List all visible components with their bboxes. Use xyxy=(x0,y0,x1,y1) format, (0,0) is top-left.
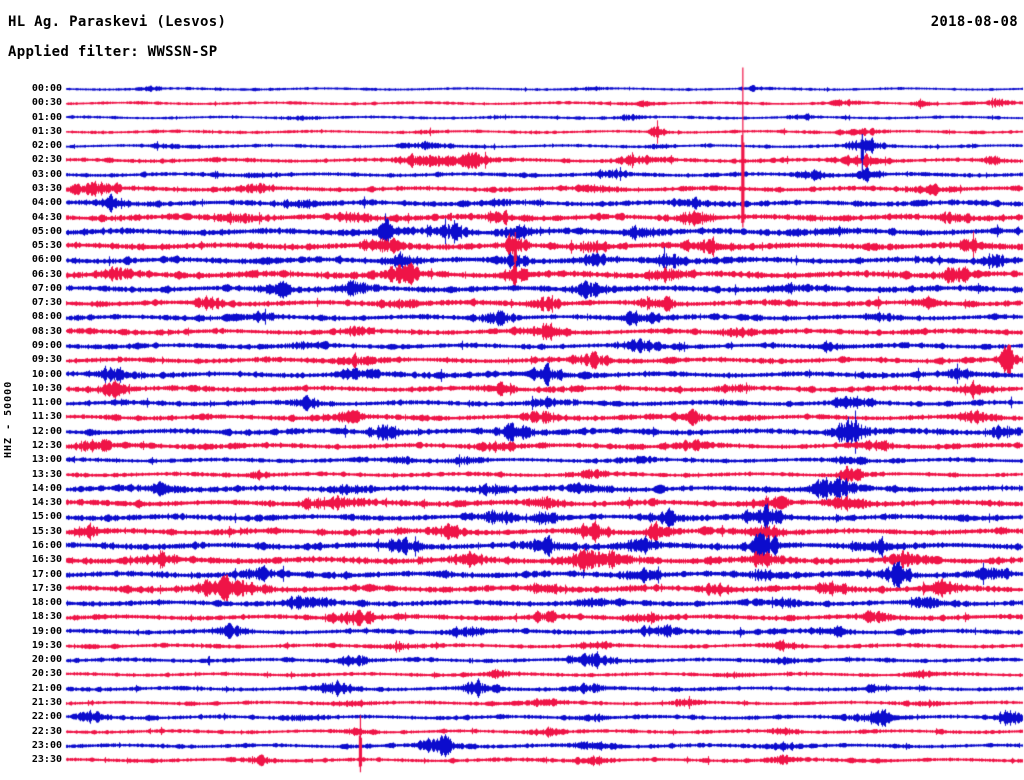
time-label: 09:00 xyxy=(31,340,62,352)
time-label: 08:00 xyxy=(31,311,62,323)
time-label: 10:00 xyxy=(31,368,62,380)
time-label: 05:30 xyxy=(31,240,62,252)
time-label: 10:30 xyxy=(31,382,62,394)
time-label: 16:30 xyxy=(31,554,62,566)
time-label: 15:00 xyxy=(31,511,62,523)
time-label: 13:30 xyxy=(31,468,62,480)
time-label: 12:30 xyxy=(31,440,62,451)
time-label: 09:30 xyxy=(31,354,62,366)
time-label: 18:00 xyxy=(31,597,62,609)
time-label: 06:30 xyxy=(31,268,62,280)
station-title: HL Ag. Paraskevi (Lesvos) xyxy=(8,14,227,30)
time-label: 14:00 xyxy=(31,482,62,494)
time-label: 11:00 xyxy=(31,397,62,409)
time-label: 13:00 xyxy=(31,454,62,466)
time-label: 06:00 xyxy=(31,254,62,266)
time-label: 07:30 xyxy=(31,297,62,309)
time-label: 14:30 xyxy=(31,497,62,509)
time-label: 07:00 xyxy=(31,282,62,294)
time-label: 15:30 xyxy=(31,525,62,537)
time-label: 20:00 xyxy=(31,654,62,666)
time-label: 04:00 xyxy=(31,197,62,209)
time-label: 22:30 xyxy=(31,725,62,737)
time-label: 22:00 xyxy=(31,711,62,723)
time-label: 03:00 xyxy=(31,168,62,180)
record-date: 2018-08-08 xyxy=(930,14,1018,30)
time-label: 21:00 xyxy=(31,682,62,694)
channel-scale-label: HHZ - 50000 xyxy=(3,380,14,458)
time-label: 17:30 xyxy=(31,582,62,594)
time-label: 01:00 xyxy=(31,111,62,123)
time-label: 02:00 xyxy=(31,140,62,152)
time-label: 00:30 xyxy=(31,97,62,109)
time-label: 05:00 xyxy=(31,225,62,237)
time-label: 02:30 xyxy=(31,154,62,166)
time-label: 17:00 xyxy=(31,568,62,580)
time-label: 01:30 xyxy=(31,125,62,137)
time-label: 23:30 xyxy=(31,754,62,766)
time-label: 16:00 xyxy=(31,539,62,551)
time-label: 03:30 xyxy=(31,182,62,194)
time-label: 19:00 xyxy=(31,625,62,637)
time-label: 20:30 xyxy=(31,668,62,680)
time-label: 18:30 xyxy=(31,611,62,623)
filter-label: Applied filter: WWSSN-SP xyxy=(8,44,218,60)
time-label: 12:00 xyxy=(31,425,62,437)
time-label: 08:30 xyxy=(31,325,62,337)
time-label: 21:30 xyxy=(31,697,62,709)
time-label: 11:30 xyxy=(31,411,62,423)
time-label: 23:00 xyxy=(31,739,62,751)
time-label: 19:30 xyxy=(31,639,62,651)
time-label: 00:00 xyxy=(31,83,62,94)
time-label: 04:30 xyxy=(31,211,62,223)
